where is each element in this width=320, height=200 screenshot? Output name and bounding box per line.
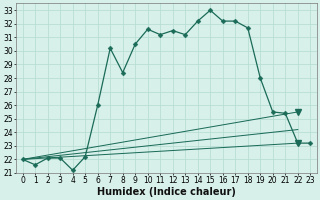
X-axis label: Humidex (Indice chaleur): Humidex (Indice chaleur) (97, 187, 236, 197)
